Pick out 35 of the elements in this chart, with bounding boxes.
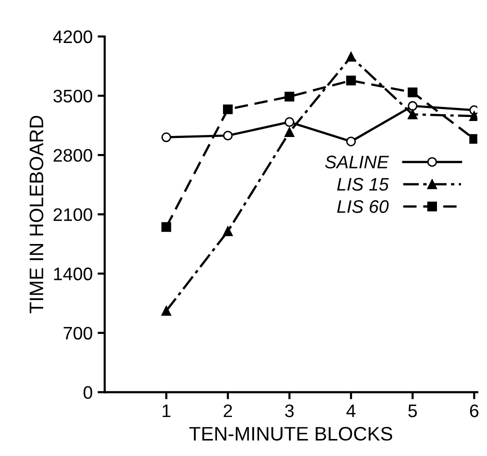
point [346,136,356,146]
y-tick-label: 700 [64,326,92,340]
point [223,104,233,114]
y-tick-label: 2100 [54,208,92,222]
point [408,110,418,120]
x-tick-label: 2 [224,404,232,418]
x-tick-label: 4 [346,404,356,418]
x-axis-title: TEN-MINUTE BLOCKS [189,426,392,441]
point [408,88,418,98]
y-tick-label: 2800 [54,148,92,162]
x-tick-label: 5 [408,404,417,418]
point [284,92,294,102]
x-tick-label: 3 [285,404,294,418]
y-axis-title: TIME IN HOLEBOARD [30,116,44,314]
point [284,117,294,127]
point [346,52,356,62]
point [223,226,233,236]
point [161,306,172,316]
y-tick-label: 3500 [53,90,92,102]
point [223,130,233,140]
point [284,127,294,138]
legend-label: SALINE [325,156,389,168]
point [161,222,172,232]
y-tick-label: 1400 [54,268,92,280]
point [161,132,172,142]
x-tick-label: 6 [470,404,478,418]
y-tick-label: 4200 [53,30,92,44]
point [469,111,478,121]
y-tick-label: 0 [84,386,92,399]
point [408,101,418,111]
point [346,76,356,86]
x-tick-label: 1 [162,404,170,418]
legend-label: LIS 60 [337,200,389,213]
legend-label: LIS 15 [337,178,389,191]
point [469,134,478,144]
